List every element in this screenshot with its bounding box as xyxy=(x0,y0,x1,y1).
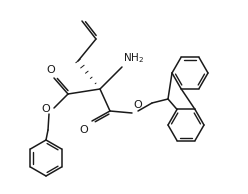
Text: O: O xyxy=(47,65,55,75)
Text: O: O xyxy=(133,100,142,110)
Text: O: O xyxy=(79,125,88,135)
Text: NH$_2$: NH$_2$ xyxy=(123,51,144,65)
Text: O: O xyxy=(41,104,50,114)
